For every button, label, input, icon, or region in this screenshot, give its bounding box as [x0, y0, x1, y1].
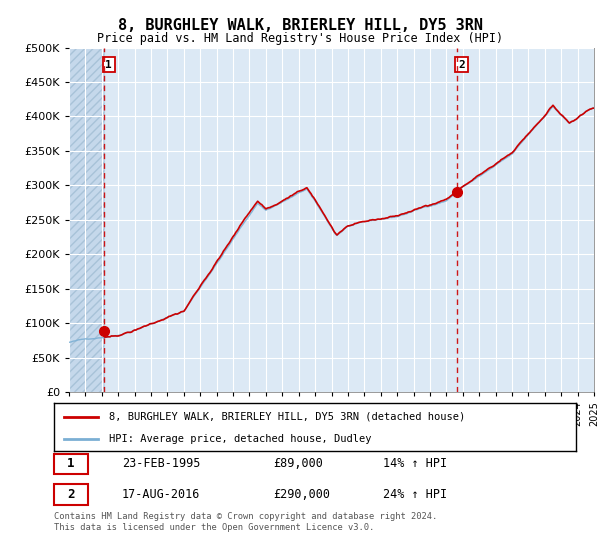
Text: £89,000: £89,000 [273, 458, 323, 470]
Text: £290,000: £290,000 [273, 488, 330, 501]
Text: Contains HM Land Registry data © Crown copyright and database right 2024.
This d: Contains HM Land Registry data © Crown c… [54, 512, 437, 532]
Text: HPI: Average price, detached house, Dudley: HPI: Average price, detached house, Dudl… [109, 434, 371, 444]
Text: 2: 2 [458, 60, 465, 69]
Text: 14% ↑ HPI: 14% ↑ HPI [383, 458, 447, 470]
Bar [69, 48, 104, 392]
Text: 24% ↑ HPI: 24% ↑ HPI [383, 488, 447, 501]
Text: Price paid vs. HM Land Registry's House Price Index (HPI): Price paid vs. HM Land Registry's House … [97, 31, 503, 45]
Text: 23-FEB-1995: 23-FEB-1995 [122, 458, 200, 470]
Text: 17-AUG-2016: 17-AUG-2016 [122, 488, 200, 501]
Bar [54, 454, 88, 474]
Text: 2: 2 [67, 488, 75, 501]
Text: 8, BURGHLEY WALK, BRIERLEY HILL, DY5 3RN (detached house): 8, BURGHLEY WALK, BRIERLEY HILL, DY5 3RN… [109, 412, 465, 422]
Bar [54, 484, 88, 505]
Text: 1: 1 [106, 60, 112, 69]
Text: 1: 1 [67, 458, 75, 470]
Text: 8, BURGHLEY WALK, BRIERLEY HILL, DY5 3RN: 8, BURGHLEY WALK, BRIERLEY HILL, DY5 3RN [118, 18, 482, 32]
Bar [69, 48, 104, 392]
